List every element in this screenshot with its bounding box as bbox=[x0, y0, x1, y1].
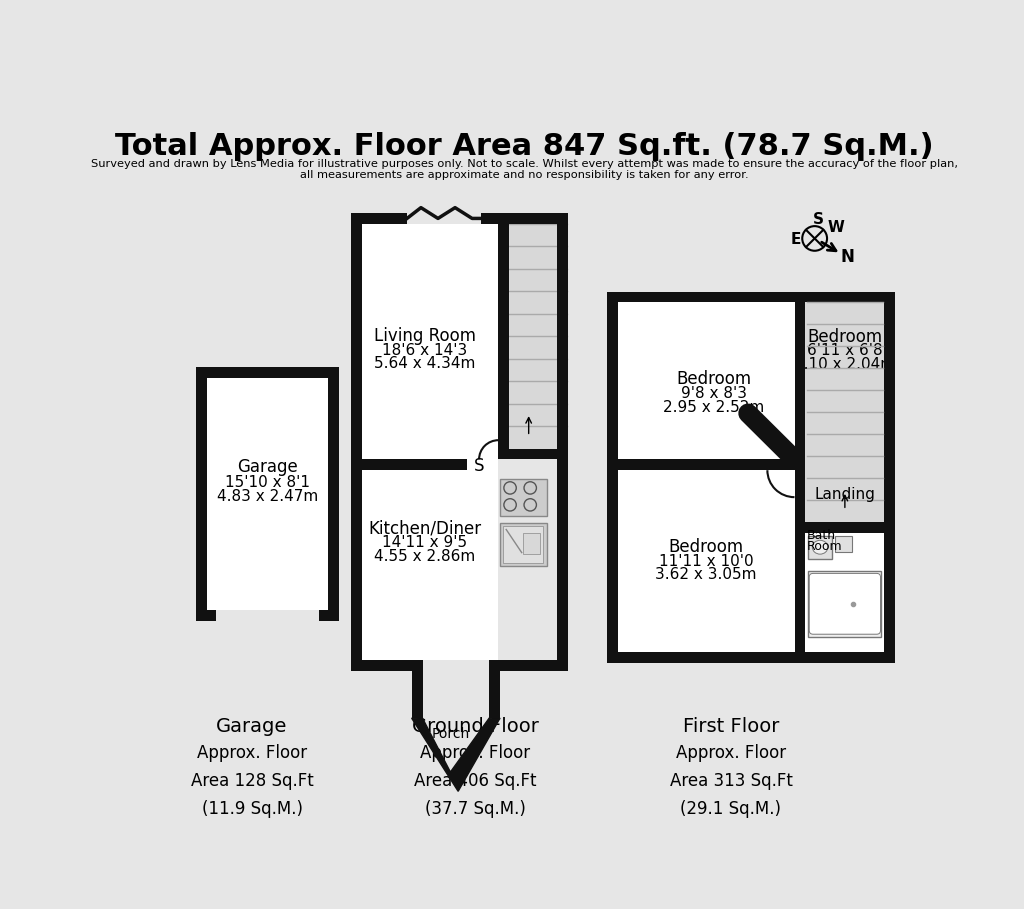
Text: Bedroom: Bedroom bbox=[669, 538, 743, 556]
Bar bbox=[607, 459, 805, 470]
Text: 6'11 x 6'8: 6'11 x 6'8 bbox=[807, 344, 883, 358]
Bar bbox=[607, 292, 895, 303]
Bar bbox=[805, 303, 885, 522]
Bar bbox=[319, 610, 339, 621]
Bar bbox=[500, 479, 547, 515]
Bar bbox=[809, 571, 882, 636]
Bar bbox=[197, 610, 216, 621]
Bar bbox=[499, 449, 568, 459]
Text: 4.83 x 2.47m: 4.83 x 2.47m bbox=[217, 489, 318, 504]
Bar bbox=[351, 213, 362, 661]
Bar bbox=[489, 661, 500, 718]
Text: 2.10 x 2.04m: 2.10 x 2.04m bbox=[795, 357, 895, 372]
Text: Surveyed and drawn by Lens Media for illustrative purposes only. Not to scale. W: Surveyed and drawn by Lens Media for ill… bbox=[91, 159, 958, 169]
Text: 4.55 x 2.86m: 4.55 x 2.86m bbox=[374, 549, 475, 564]
Text: Approx. Floor
Area 313 Sq.Ft
(29.1 Sq.M.): Approx. Floor Area 313 Sq.Ft (29.1 Sq.M.… bbox=[670, 744, 793, 818]
Bar bbox=[607, 292, 617, 663]
Text: First Floor: First Floor bbox=[683, 717, 779, 736]
Text: Bath: Bath bbox=[807, 529, 836, 542]
Text: 11'11 x 10'0: 11'11 x 10'0 bbox=[658, 554, 754, 568]
Bar bbox=[412, 661, 423, 718]
Bar bbox=[207, 378, 328, 610]
Text: Approx. Floor
Area 128 Sq.Ft
(11.9 Sq.M.): Approx. Floor Area 128 Sq.Ft (11.9 Sq.M.… bbox=[190, 744, 313, 818]
Text: W: W bbox=[828, 220, 845, 235]
Bar bbox=[607, 652, 895, 663]
Ellipse shape bbox=[812, 540, 827, 554]
Text: 5.64 x 4.34m: 5.64 x 4.34m bbox=[374, 356, 475, 372]
Bar bbox=[523, 533, 541, 554]
Bar bbox=[809, 535, 831, 559]
Bar bbox=[509, 224, 568, 459]
Text: N: N bbox=[841, 248, 854, 266]
Bar bbox=[362, 224, 499, 447]
Text: 9'8 x 8'3: 9'8 x 8'3 bbox=[681, 385, 746, 401]
Text: Kitchen/Diner: Kitchen/Diner bbox=[369, 520, 481, 538]
Bar bbox=[503, 526, 544, 563]
Text: 15'10 x 8'1: 15'10 x 8'1 bbox=[225, 475, 310, 490]
Bar bbox=[499, 213, 509, 459]
Text: Bedroom: Bedroom bbox=[676, 370, 752, 388]
Text: Living Room: Living Room bbox=[374, 327, 476, 345]
FancyBboxPatch shape bbox=[809, 574, 881, 634]
Text: S: S bbox=[813, 213, 824, 227]
Text: Garage: Garage bbox=[216, 717, 288, 736]
Text: Garage: Garage bbox=[238, 458, 298, 476]
Text: Room: Room bbox=[807, 540, 843, 553]
Bar bbox=[351, 661, 412, 671]
Bar bbox=[481, 213, 568, 224]
Text: 3.62 x 3.05m: 3.62 x 3.05m bbox=[655, 567, 757, 583]
Polygon shape bbox=[412, 718, 500, 792]
Text: all measurements are approximate and no responsibility is taken for any error.: all measurements are approximate and no … bbox=[300, 170, 750, 180]
Text: Porch: Porch bbox=[431, 727, 470, 742]
Bar bbox=[489, 661, 557, 671]
Text: 2.95 x 2.52m: 2.95 x 2.52m bbox=[664, 400, 765, 415]
Text: 14'11 x 9'5: 14'11 x 9'5 bbox=[382, 535, 467, 550]
Bar bbox=[500, 524, 547, 565]
Bar bbox=[835, 536, 852, 552]
Bar bbox=[557, 213, 568, 671]
Bar bbox=[197, 367, 207, 621]
Bar bbox=[617, 303, 885, 652]
Text: 18'6 x 14'3: 18'6 x 14'3 bbox=[382, 343, 467, 357]
Bar bbox=[351, 459, 467, 470]
Bar bbox=[328, 367, 339, 621]
Text: Bedroom: Bedroom bbox=[807, 328, 883, 346]
Bar bbox=[362, 447, 499, 660]
Bar bbox=[795, 292, 805, 663]
Bar bbox=[885, 292, 895, 663]
Text: Total Approx. Floor Area 847 Sq.ft. (78.7 Sq.M.): Total Approx. Floor Area 847 Sq.ft. (78.… bbox=[116, 132, 934, 161]
Bar bbox=[795, 522, 895, 533]
Bar bbox=[197, 367, 339, 378]
Text: Landing: Landing bbox=[814, 487, 876, 503]
Text: E: E bbox=[791, 233, 801, 247]
Text: S: S bbox=[474, 456, 484, 474]
Bar bbox=[351, 213, 407, 224]
Text: Approx. Floor
Area 406 Sq.Ft
(37.7 Sq.M.): Approx. Floor Area 406 Sq.Ft (37.7 Sq.M.… bbox=[414, 744, 537, 818]
Text: Ground Floor: Ground Floor bbox=[412, 717, 539, 736]
